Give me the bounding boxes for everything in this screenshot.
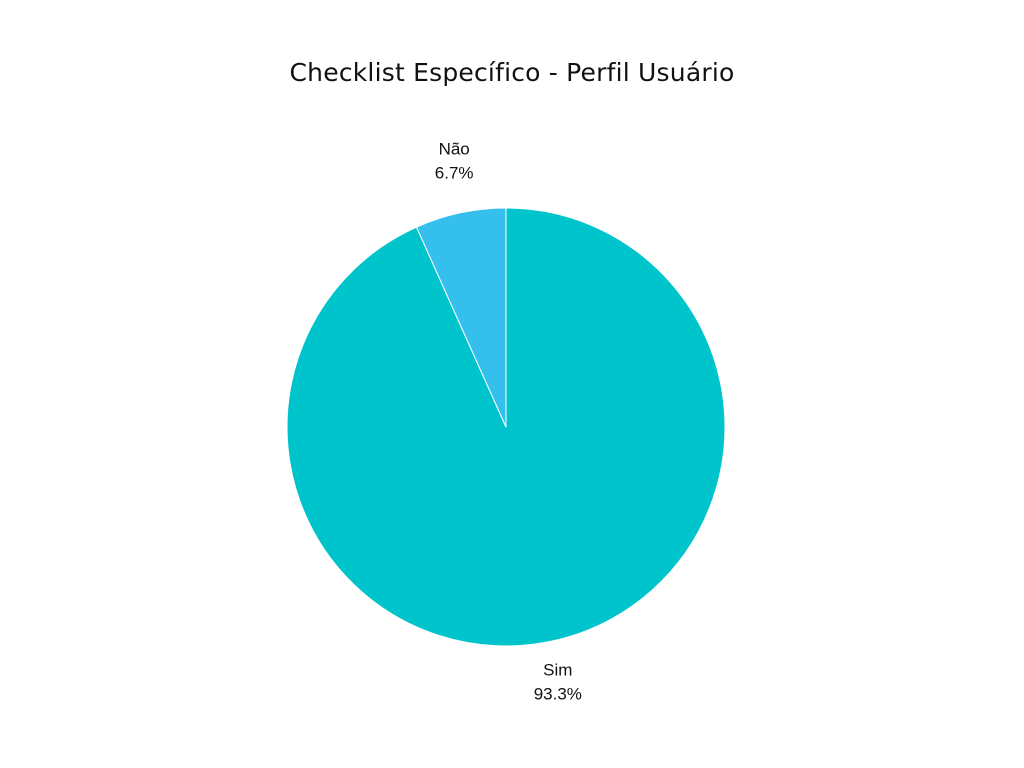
slice-label-nao: Não 6.7% (435, 139, 474, 182)
slice-name: Sim (543, 661, 572, 680)
pie-slices (286, 207, 726, 647)
chart-title: Checklist Específico - Perfil Usuário (289, 58, 735, 87)
pie-slice-nao (415, 207, 507, 428)
pie-labels: Sim 93.3% Não 6.7% (435, 139, 582, 703)
slice-percentage: 93.3% (534, 685, 582, 704)
slice-percentage: 6.7% (435, 163, 474, 182)
slice-name: Não (439, 139, 470, 158)
slice-label-sim: Sim 93.3% (534, 661, 582, 704)
